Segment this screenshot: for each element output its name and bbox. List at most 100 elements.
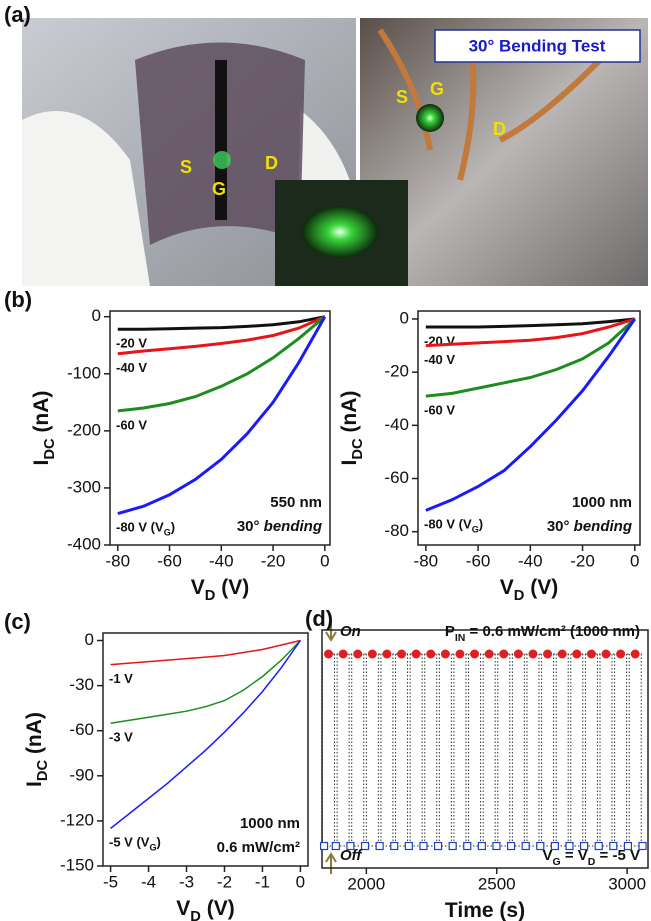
terminal-label: D bbox=[493, 119, 506, 139]
text-part: D bbox=[514, 588, 525, 604]
annotation: 30° bending bbox=[237, 518, 322, 535]
series-label: -80 V (VG) bbox=[424, 517, 483, 535]
x-tick-label: -20 bbox=[261, 551, 286, 570]
text-part: P bbox=[445, 623, 455, 640]
data-line bbox=[111, 641, 301, 724]
text-part: bending bbox=[574, 518, 632, 535]
off-marker bbox=[493, 843, 500, 850]
annotation: 550 nm bbox=[270, 494, 322, 511]
y-tick-label: -80 bbox=[384, 521, 409, 540]
text-part: (nA) bbox=[338, 391, 361, 439]
x-tick-label: -5 bbox=[103, 872, 118, 891]
off-marker bbox=[639, 843, 646, 850]
panel-label: (a) bbox=[4, 2, 31, 27]
text-part: (nA) bbox=[30, 391, 53, 439]
text-part: ) bbox=[157, 835, 161, 850]
text-part: V bbox=[176, 897, 190, 920]
on-marker bbox=[631, 650, 640, 659]
series-label: -3 V bbox=[109, 730, 133, 745]
terminal-label: G bbox=[430, 79, 444, 99]
on-marker bbox=[587, 650, 596, 659]
off-marker bbox=[362, 843, 369, 850]
annotation: 30° bending bbox=[547, 518, 632, 535]
x-tick-label: -80 bbox=[414, 551, 439, 570]
on-marker bbox=[558, 650, 567, 659]
x-axis-label: Time (s) bbox=[445, 899, 525, 921]
terminal-label: D bbox=[265, 153, 278, 173]
text-part: 30° bbox=[237, 518, 264, 535]
off-marker bbox=[435, 843, 442, 850]
y-axis-label: IDC (nA) bbox=[30, 391, 58, 466]
glow bbox=[213, 151, 231, 169]
data-line bbox=[426, 319, 635, 396]
text-part: 30° bbox=[547, 518, 574, 535]
series-label: -60 V bbox=[424, 403, 455, 418]
text-part: bending bbox=[264, 518, 322, 535]
y-tick-label: -300 bbox=[67, 477, 101, 496]
series-label: -40 V bbox=[424, 352, 455, 367]
text-part: V bbox=[191, 576, 205, 599]
x-tick-label: -80 bbox=[105, 551, 130, 570]
off-marker bbox=[332, 843, 339, 850]
on-marker bbox=[499, 650, 508, 659]
x-tick-label: -3 bbox=[179, 872, 194, 891]
on-marker bbox=[485, 650, 494, 659]
text-part: IN bbox=[455, 632, 466, 644]
state-label: On bbox=[340, 623, 361, 640]
x-axis-label: VD (V) bbox=[176, 897, 234, 921]
text-part: (V) bbox=[201, 897, 235, 920]
off-marker bbox=[522, 843, 529, 850]
data-line bbox=[426, 319, 635, 327]
panel-label: (d) bbox=[305, 606, 333, 631]
on-marker bbox=[382, 650, 391, 659]
annotation: 0.6 mW/cm² bbox=[217, 839, 300, 856]
glow bbox=[302, 206, 378, 258]
annotation: PIN = 0.6 mW/cm² (1000 nm) bbox=[445, 623, 640, 644]
terminal-label: G bbox=[212, 179, 226, 199]
panel-label: (c) bbox=[4, 609, 31, 634]
text-part: V bbox=[543, 847, 553, 864]
text-part: G bbox=[164, 528, 171, 538]
y-axis-label: IDC (nA) bbox=[338, 391, 366, 466]
text-part: DC bbox=[35, 759, 51, 781]
x-tick-label: -60 bbox=[466, 551, 491, 570]
x-tick-label: 0 bbox=[320, 551, 329, 570]
text-part: 1000 nm bbox=[240, 815, 300, 832]
on-marker bbox=[572, 650, 581, 659]
on-marker bbox=[412, 650, 421, 659]
text-part: (V) bbox=[524, 576, 558, 599]
text-part: 550 nm bbox=[270, 494, 322, 511]
y-tick-label: -120 bbox=[60, 810, 94, 829]
text-part: 1000 nm bbox=[572, 494, 632, 511]
x-tick-label: 0 bbox=[630, 551, 639, 570]
text-part: ) bbox=[479, 517, 483, 532]
off-marker bbox=[321, 843, 328, 850]
off-marker bbox=[391, 843, 398, 850]
on-marker bbox=[397, 650, 406, 659]
text-part: = 0.6 mW/cm² (1000 nm) bbox=[465, 623, 640, 640]
off-marker bbox=[508, 843, 515, 850]
y-tick-label: -40 bbox=[384, 415, 409, 434]
text-part: DC bbox=[42, 438, 58, 460]
text-part: -80 V (V bbox=[116, 520, 164, 535]
text-part: (nA) bbox=[23, 712, 46, 760]
data-line bbox=[111, 641, 301, 665]
on-marker bbox=[616, 650, 625, 659]
data-line bbox=[118, 317, 325, 514]
y-tick-label: -20 bbox=[384, 362, 409, 381]
off-marker bbox=[405, 843, 412, 850]
text-part: G bbox=[553, 856, 561, 868]
text-part: D bbox=[205, 588, 216, 604]
y-tick-label: 0 bbox=[92, 306, 101, 325]
on-marker bbox=[353, 650, 362, 659]
x-tick-label: 0 bbox=[296, 872, 305, 891]
text-part: DC bbox=[350, 438, 366, 460]
series-label: -80 V (VG) bbox=[116, 520, 175, 538]
x-tick-label: -40 bbox=[518, 551, 543, 570]
glow bbox=[416, 104, 444, 132]
x-axis-label: VD (V) bbox=[500, 576, 558, 604]
y-tick-label: 0 bbox=[85, 630, 94, 649]
on-marker bbox=[602, 650, 611, 659]
text-part: -80 V (V bbox=[424, 517, 472, 532]
on-marker bbox=[426, 650, 435, 659]
